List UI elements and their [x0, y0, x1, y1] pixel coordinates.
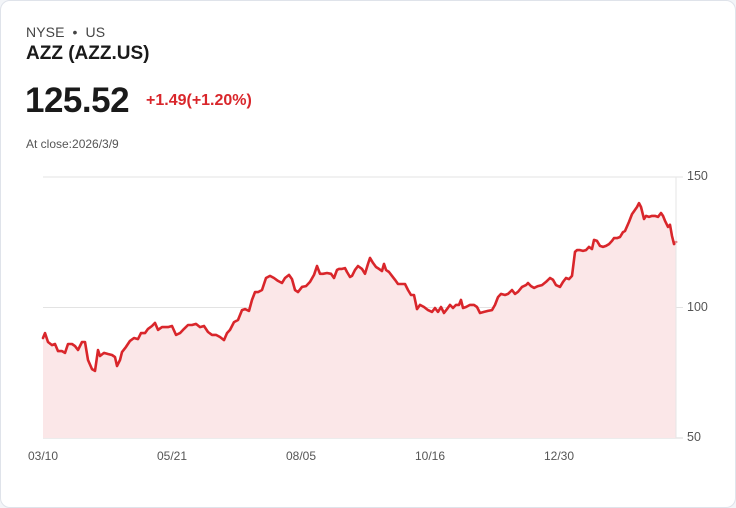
y-tick-label: 100 — [687, 299, 708, 314]
x-tick-label: 03/10 — [27, 449, 59, 463]
exchange-name: NYSE — [26, 24, 65, 40]
separator-dot: • — [72, 24, 78, 40]
close-timestamp: At close:2026/3/9 — [26, 137, 119, 151]
x-tick-label: 08/05 — [285, 449, 317, 463]
current-price: 125.52 — [25, 81, 130, 120]
price-line — [41, 201, 678, 373]
price-change: +1.49(+1.20%) — [146, 92, 252, 109]
exchange-line: NYSE • US — [26, 24, 105, 40]
x-tick-label: 05/21 — [156, 449, 188, 463]
ticker-title: AZZ (AZZ.US) — [26, 43, 150, 64]
y-tick-label: 50 — [687, 430, 701, 444]
price-area-fill — [43, 203, 676, 438]
y-tick-label: 150 — [687, 169, 708, 183]
x-tick-label: 12/30 — [543, 449, 575, 463]
region: US — [85, 24, 106, 40]
x-tick-label: 10/16 — [414, 449, 446, 463]
